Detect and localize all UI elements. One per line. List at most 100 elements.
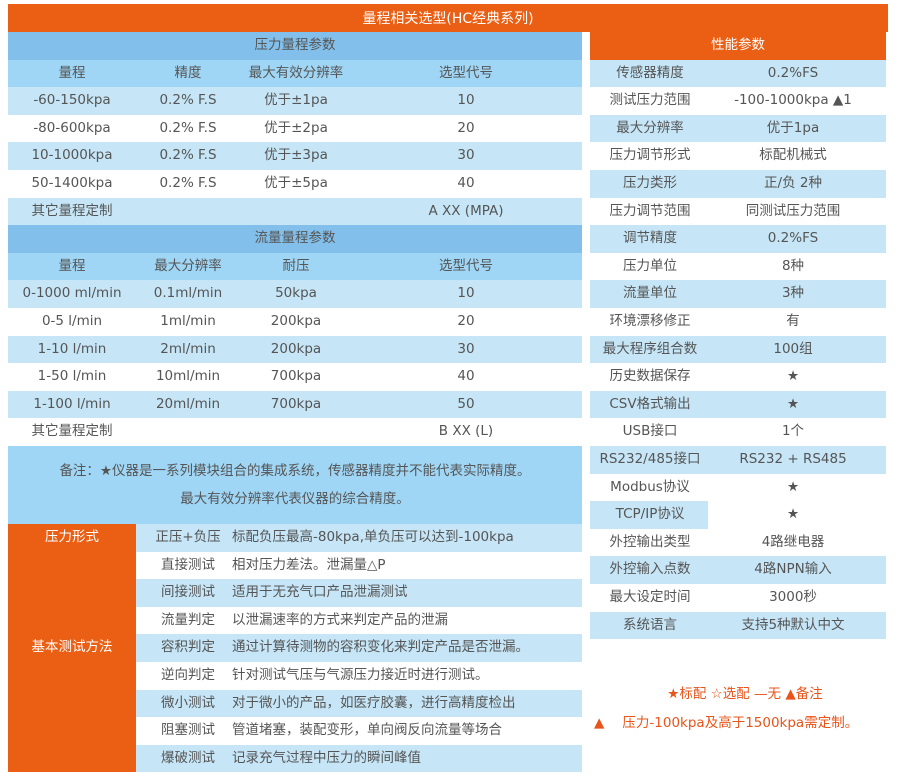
performance-value: ★ — [786, 478, 800, 495]
table-cell: 20 — [457, 119, 475, 136]
pressure-custom-row: 其它量程定制 A XX (MPA) — [8, 197, 582, 226]
performance-label: 传感器精度 — [616, 64, 684, 81]
column-header: 最大有效分辨率 — [248, 64, 344, 81]
table-cell: 50 — [457, 395, 475, 412]
method-row: 正压+负压 标配负压最高-80kpa,单负压可以达到-100kpa — [136, 524, 582, 552]
group-label: 基本测试方法 — [31, 639, 113, 656]
table-row: 1-50 l/min 10ml/min 700kpa 40 — [8, 363, 582, 391]
table-cell: 0.2% F.S — [159, 147, 217, 164]
performance-value: 3种 — [781, 285, 805, 302]
table-cell: 2ml/min — [160, 340, 216, 357]
table-cell: 20ml/min — [155, 395, 221, 412]
performance-value: -100-1000kpa ▲1 — [734, 92, 852, 109]
performance-heading-row: 性能参数 — [590, 32, 886, 60]
method-name: 容积判定 — [161, 639, 215, 656]
table-row: 10-1000kpa 0.2% F.S 优于±3pa 30 — [8, 142, 582, 170]
performance-row: 系统语言 支持5种默认中文 — [590, 611, 886, 640]
performance-row: 压力调节形式 标配机械式 — [590, 142, 886, 170]
table-cell: 10 — [457, 92, 475, 109]
performance-row: 环境漂移修正 有 — [590, 308, 886, 336]
performance-value: 0.2%FS — [767, 64, 819, 81]
method-description: 相对压力差法。泄漏量△P — [232, 556, 386, 573]
table-row: 1-10 l/min 2ml/min 200kpa 30 — [8, 335, 582, 364]
method-name: 间接测试 — [161, 584, 215, 601]
performance-label: RS232/485接口 — [599, 451, 701, 467]
table-cell: 30 — [457, 340, 475, 357]
pressure-heading-row: 压力量程参数 — [8, 32, 582, 60]
table-cell: 1-100 l/min — [33, 395, 111, 412]
table-row: -80-600kpa 0.2% F.S 优于±2pa 20 — [8, 115, 582, 143]
performance-label: 历史数据保存 — [609, 368, 691, 385]
section-heading: 压力量程参数 — [254, 37, 336, 53]
performance-row: 压力调节范围 同测试压力范围 — [590, 198, 886, 226]
column-header: 选型代号 — [439, 257, 493, 274]
note-line: 最大有效分辨率代表仪器的综合精度。 — [180, 491, 410, 507]
legend-line: ★标配 ☆选配 —无 ▲备注 — [667, 686, 823, 702]
triangle-note-icon: ▲ — [594, 715, 605, 731]
method-row: 阻塞测试 管道堵塞，装配变形，单向阀反向流量等场合 — [136, 717, 582, 745]
custom-label: 其它量程定制 — [31, 423, 113, 440]
performance-value: 1个 — [781, 423, 805, 440]
table-cell: -80-600kpa — [33, 119, 111, 136]
method-description: 标配负压最高-80kpa,单负压可以达到-100kpa — [232, 529, 514, 545]
method-name: 流量判定 — [161, 611, 215, 628]
performance-value: ★ — [786, 368, 800, 385]
performance-row: 最大程序组合数 100组 — [590, 335, 886, 364]
table-cell: 700kpa — [270, 368, 322, 385]
performance-row: TCP/IP协议 ★ — [590, 501, 886, 529]
table-cell: 1-50 l/min — [37, 368, 107, 385]
table-cell: 10ml/min — [155, 368, 221, 385]
table-row: 1-100 l/min 20ml/min 700kpa 50 — [8, 390, 582, 419]
method-row: 微小测试 对于微小的产品，如医疗胶囊，进行高精度检出 — [136, 689, 582, 718]
custom-code: A XX (MPA) — [428, 202, 504, 219]
table-cell: 0.2% F.S — [159, 92, 217, 109]
performance-value: 4路继电器 — [761, 533, 825, 550]
performance-row: Modbus协议 ★ — [590, 474, 886, 502]
method-description: 通过计算待测物的容积变化来判定产品是否泄漏。 — [232, 639, 529, 656]
performance-label: 压力类形 — [623, 175, 677, 191]
table-cell: 50kpa — [275, 285, 317, 302]
performance-value: 支持5种默认中文 — [741, 616, 845, 633]
table-cell: 优于±5pa — [264, 175, 328, 191]
performance-label: 最大设定时间 — [609, 589, 691, 605]
performance-label: 最大程序组合数 — [602, 340, 698, 357]
pressure-column-headers: 量程 精度 最大有效分辨率 选型代号 — [8, 59, 582, 88]
performance-row: 压力单位 8种 — [590, 253, 886, 281]
table-cell: 10 — [457, 285, 475, 302]
table-row: -60-150kpa 0.2% F.S 优于±1pa 10 — [8, 87, 582, 115]
performance-value: ★ — [786, 506, 800, 523]
performance-row: 流量单位 3种 — [590, 280, 886, 308]
column-header: 量程 — [58, 257, 86, 274]
method-description: 适用于无充气口产品泄漏测试 — [232, 584, 408, 601]
performance-value: RS232 + RS485 — [739, 451, 847, 467]
performance-label: 压力单位 — [623, 257, 677, 274]
method-row: 流量判定 以泄漏速率的方式来判定产品的泄漏 — [136, 607, 582, 635]
custom-label: 其它量程定制 — [31, 202, 113, 219]
performance-value: 4路NPN输入 — [754, 561, 832, 578]
table-cell: 200kpa — [270, 313, 322, 329]
column-header: 最大分辨率 — [154, 257, 222, 274]
note-box: 备注：★仪器是一系列模块组合的集成系统，传感器精度并不能代表实际精度。 最大有效分… — [8, 446, 582, 524]
performance-label: 系统语言 — [623, 616, 677, 633]
table-cell: 优于±2pa — [264, 119, 328, 136]
table-cell: 10-1000kpa — [31, 147, 113, 164]
method-description: 以泄漏速率的方式来判定产品的泄漏 — [232, 611, 448, 628]
table-cell: 优于±1pa — [264, 92, 328, 109]
method-row: 爆破测试 记录充气过程中压力的瞬间峰值 — [136, 744, 582, 773]
table-cell: 0.1ml/min — [153, 285, 223, 302]
performance-label: Modbus协议 — [610, 478, 690, 495]
performance-value: 优于1pa — [766, 119, 820, 136]
table-cell: 0.2% F.S — [159, 175, 217, 191]
performance-value: 0.2%FS — [767, 230, 819, 247]
method-row: 直接测试 相对压力差法。泄漏量△P — [136, 552, 582, 580]
column-header: 精度 — [174, 64, 202, 81]
performance-label: 外控输出类型 — [609, 533, 691, 550]
performance-label: 流量单位 — [623, 285, 677, 302]
table-cell: 0.2% F.S — [159, 119, 217, 136]
performance-label: 测试压力范围 — [609, 92, 691, 109]
performance-value: 100组 — [773, 340, 813, 357]
custom-code: B XX (L) — [438, 423, 494, 440]
section-heading: 流量量程参数 — [254, 230, 336, 247]
flow-heading-row: 流量量程参数 — [8, 225, 582, 253]
table-cell: 40 — [457, 368, 475, 385]
